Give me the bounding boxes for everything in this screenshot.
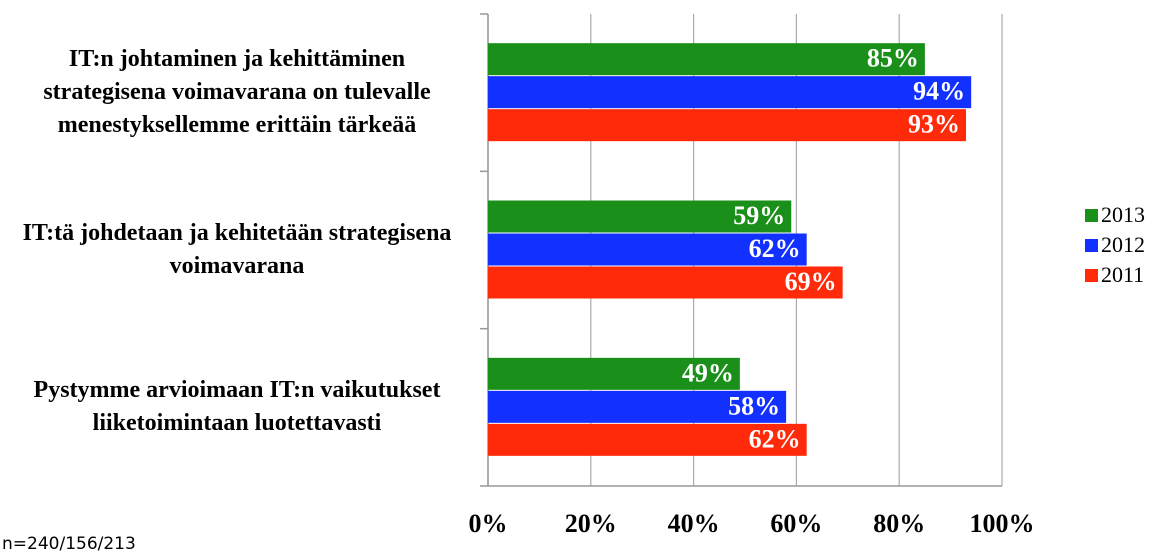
x-tick-label: 80% xyxy=(873,509,925,538)
value-label: 49% xyxy=(682,358,734,387)
x-tick-label: 40% xyxy=(668,509,720,538)
value-label: 62% xyxy=(749,234,801,263)
value-label: 93% xyxy=(908,110,960,139)
bar xyxy=(488,109,967,142)
legend-label: 2012 xyxy=(1101,232,1145,257)
x-tick-label: 60% xyxy=(770,509,822,538)
x-tick-label: 20% xyxy=(565,509,617,538)
x-tick-label: 100% xyxy=(970,509,1035,538)
category-label: Pystymme arvioimaan IT:n vaikutukset lii… xyxy=(33,377,441,437)
value-label: 85% xyxy=(867,44,919,73)
bar xyxy=(488,423,807,456)
legend-swatch xyxy=(1085,239,1098,252)
category-label: IT:n johtaminen ja kehittäminen strategi… xyxy=(43,46,431,139)
bar xyxy=(488,357,740,390)
value-label: 62% xyxy=(749,424,801,453)
category-label: IT:tä johdetaan ja kehitetään strategise… xyxy=(22,219,452,279)
legend-label: 2013 xyxy=(1101,202,1145,227)
bar xyxy=(488,43,925,76)
legend-label: 2011 xyxy=(1101,262,1144,287)
value-label: 59% xyxy=(733,201,785,230)
bar xyxy=(488,76,972,109)
bar xyxy=(488,200,792,233)
sample-note: n=240/156/213 xyxy=(2,534,136,554)
value-label: 58% xyxy=(728,391,780,420)
value-label: 94% xyxy=(913,77,965,106)
value-label: 69% xyxy=(785,267,837,296)
bar xyxy=(488,266,843,299)
bar xyxy=(488,390,787,423)
legend-swatch xyxy=(1085,269,1098,282)
x-tick-label: 0% xyxy=(469,509,508,538)
bar xyxy=(488,233,807,266)
legend-swatch xyxy=(1085,209,1098,222)
